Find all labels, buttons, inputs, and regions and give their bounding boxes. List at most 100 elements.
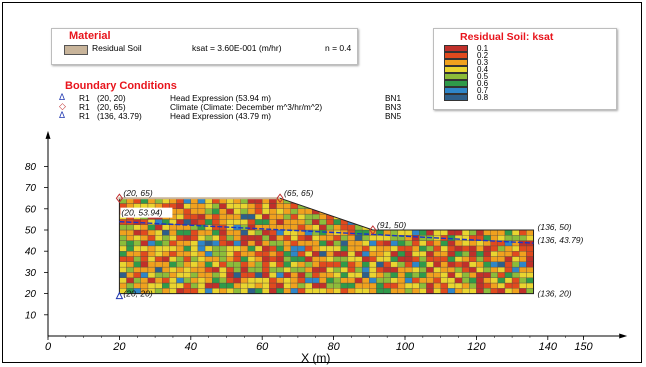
mesh-cell xyxy=(169,288,177,294)
mesh-cell xyxy=(297,266,306,273)
mesh-cell xyxy=(254,282,263,289)
mesh-cell xyxy=(262,235,270,241)
mesh-cell xyxy=(183,282,191,289)
mesh-cell xyxy=(319,256,327,262)
mesh-cell xyxy=(204,288,213,294)
mesh-cell xyxy=(297,240,306,247)
mesh-cell xyxy=(183,208,191,215)
mesh-cell xyxy=(240,213,249,220)
mesh-cell xyxy=(290,213,299,220)
mesh-cell xyxy=(354,235,363,241)
boundary-conditions-title: Boundary Conditions xyxy=(65,80,177,92)
mesh-cell xyxy=(226,203,234,209)
mesh-cell xyxy=(369,235,377,241)
mesh-cell xyxy=(290,235,299,241)
mesh-cell xyxy=(276,256,284,262)
mesh-cell xyxy=(254,208,263,215)
mesh-cell xyxy=(304,288,313,294)
mesh-cell xyxy=(490,288,498,294)
mesh-cell xyxy=(469,229,477,236)
mesh-cell xyxy=(140,245,149,252)
mesh-cell xyxy=(140,282,149,289)
mesh-cell xyxy=(312,277,320,284)
mesh-cell xyxy=(290,208,299,215)
mesh-cell xyxy=(147,229,156,236)
x-axis-label: X (m) xyxy=(301,351,330,365)
mesh-cell xyxy=(247,213,256,220)
mesh-cell xyxy=(283,261,291,268)
mesh-cell xyxy=(226,288,234,294)
mesh-cell xyxy=(476,277,484,284)
mesh-cell xyxy=(226,272,234,278)
mesh-cell xyxy=(347,245,356,252)
mesh-cell xyxy=(490,235,498,241)
mesh-cell xyxy=(126,282,134,289)
mesh-cell xyxy=(269,235,277,241)
mesh-cell xyxy=(490,277,498,284)
mesh-cell xyxy=(126,277,134,284)
mesh-cell xyxy=(519,235,527,241)
mesh-cell xyxy=(240,261,249,268)
mesh-cell xyxy=(383,288,391,294)
mesh-cell xyxy=(169,256,177,262)
mesh-cell xyxy=(511,288,520,294)
mesh-cell xyxy=(233,282,241,289)
mesh-cell xyxy=(233,203,241,209)
mesh-cell xyxy=(519,229,527,236)
mesh-cell xyxy=(190,213,199,220)
climate-bc-marker-icon xyxy=(276,193,284,204)
mesh-cell xyxy=(290,240,299,247)
mesh-cell xyxy=(419,245,427,252)
mesh-cell xyxy=(276,208,284,215)
mesh-cell xyxy=(312,272,320,278)
mesh-cell xyxy=(247,208,256,215)
mesh-cell xyxy=(454,240,463,247)
mesh-cell xyxy=(176,256,184,262)
mesh-cell xyxy=(204,219,213,225)
legend-label: 0.8 xyxy=(477,93,489,102)
mesh-cell xyxy=(312,251,320,257)
mesh-cell xyxy=(140,235,149,241)
mesh-cell xyxy=(233,235,241,241)
mesh-cell xyxy=(176,235,184,241)
mesh-cell xyxy=(419,235,427,241)
mesh-cell xyxy=(411,288,420,294)
mesh-cell xyxy=(176,240,184,247)
mesh-cell xyxy=(404,261,413,268)
y-tick-label: 60 xyxy=(25,204,37,215)
mesh-cell xyxy=(319,213,327,220)
mesh-cell xyxy=(354,245,363,252)
mesh-cell xyxy=(469,256,477,262)
mesh-cell xyxy=(369,272,377,278)
mesh-cell xyxy=(404,266,413,273)
mesh-cell xyxy=(262,208,270,215)
mesh-cell xyxy=(262,272,270,278)
mesh-cell xyxy=(490,256,498,262)
mesh-cell xyxy=(219,245,227,252)
mesh-cell xyxy=(340,272,349,278)
mesh-cell xyxy=(254,288,263,294)
mesh-cell xyxy=(483,266,491,273)
mesh-cell xyxy=(354,240,363,247)
mesh-cell xyxy=(233,288,241,294)
mesh-cell xyxy=(262,203,270,209)
climate-bc-icon: ◇ xyxy=(59,101,66,111)
mesh-cell xyxy=(276,235,284,241)
bc-row: Δ R1 (136, 43.79) Head Expression (43.79… xyxy=(55,110,417,121)
mesh-cell xyxy=(254,261,263,268)
mesh-cell xyxy=(219,235,227,241)
mesh-cell xyxy=(276,219,284,225)
material-ksat: ksat = 3.60E-001 (m/hr) xyxy=(192,43,282,53)
mesh-cell xyxy=(240,277,249,284)
mesh-cell xyxy=(454,277,463,284)
mesh-cell xyxy=(347,272,356,278)
mesh-cell xyxy=(397,240,406,247)
mesh-cell xyxy=(233,277,241,284)
point-label: (20, 20) xyxy=(123,289,152,299)
mesh-cell xyxy=(319,224,327,231)
mesh-cell xyxy=(254,235,263,241)
mesh-cell xyxy=(483,282,491,289)
mesh-cell xyxy=(133,282,141,289)
mesh-cell xyxy=(397,272,406,278)
mesh-cell xyxy=(262,282,270,289)
